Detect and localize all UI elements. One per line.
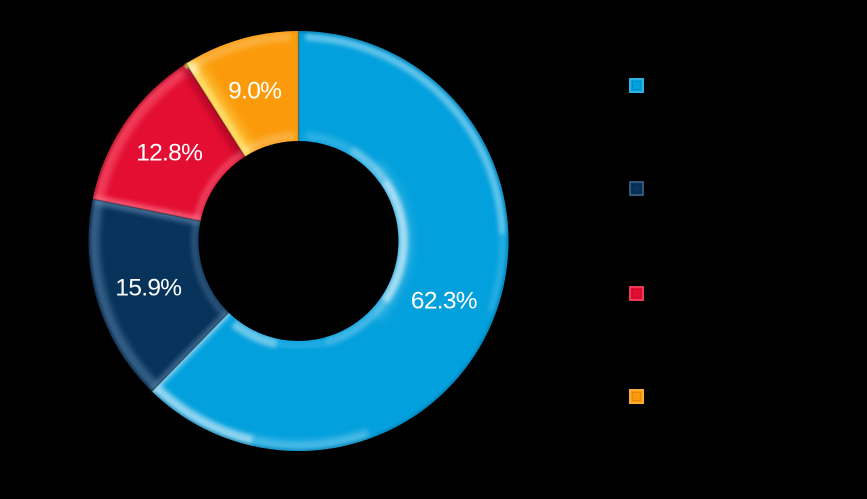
svg-text:62.3%: 62.3% bbox=[411, 288, 477, 315]
svg-text:12.8%: 12.8% bbox=[136, 139, 202, 166]
svg-text:15.9%: 15.9% bbox=[115, 275, 181, 302]
svg-text:9.0%: 9.0% bbox=[228, 78, 281, 105]
